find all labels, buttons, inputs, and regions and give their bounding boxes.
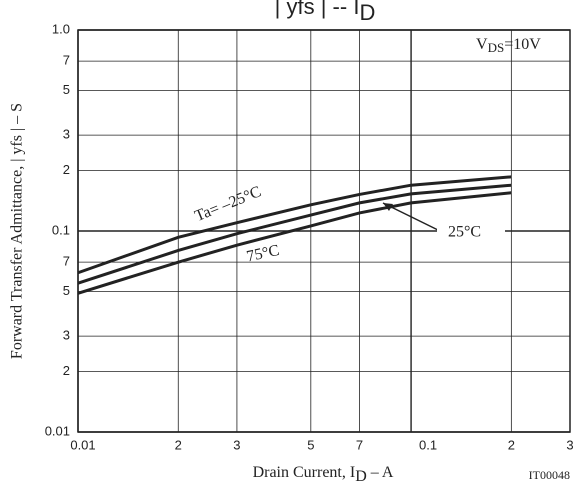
x-tick-label: 2 xyxy=(508,437,515,452)
xlabel-text: Drain Current, I xyxy=(253,464,356,481)
title-text: | yfs | -- I xyxy=(275,0,360,19)
y-tick-label: 1.0 xyxy=(52,21,70,36)
annotation: VDS=10V xyxy=(476,36,541,55)
y-tick-label: 3 xyxy=(63,328,70,343)
x-axis-label: Drain Current, ID – A xyxy=(253,464,394,485)
annotation-sub: DS xyxy=(488,40,505,55)
x-tick-label: 3 xyxy=(233,437,240,452)
series-label: 25°C xyxy=(448,224,481,241)
y-tick-label: 7 xyxy=(63,53,70,68)
label-bg xyxy=(437,222,505,242)
series-line xyxy=(77,175,512,275)
annotation-rest: =10V xyxy=(504,36,541,53)
x-tick-label: 5 xyxy=(307,437,314,452)
y-tick-label: 0.01 xyxy=(45,423,70,438)
y-tick-label: 2 xyxy=(63,162,70,177)
y-tick-label: 2 xyxy=(63,363,70,378)
annotation-v: V xyxy=(476,36,488,53)
y-tick-label: 0.1 xyxy=(52,222,70,237)
figure-code: IT00048 xyxy=(529,468,570,482)
y-tick-label: 5 xyxy=(63,82,70,97)
xlabel-unit: – A xyxy=(367,464,394,481)
x-tick-label: 3 xyxy=(566,437,573,452)
series-line xyxy=(77,191,512,295)
y-tick-label: 5 xyxy=(63,283,70,298)
x-tick-label: 0.1 xyxy=(419,437,437,452)
y-tick-label: 3 xyxy=(63,127,70,142)
x-tick-label: 2 xyxy=(175,437,182,452)
x-tick-label: 7 xyxy=(356,437,363,452)
arrow-head xyxy=(383,203,393,211)
y-tick-label: 7 xyxy=(63,254,70,269)
chart-title: | yfs | -- ID xyxy=(275,0,376,25)
title-sub: D xyxy=(359,0,375,25)
xlabel-sub: D xyxy=(355,468,367,485)
series-label: 75°C xyxy=(245,242,281,266)
series-line xyxy=(77,183,512,285)
x-tick-label: 0.01 xyxy=(70,437,95,452)
y-axis-label: Forward Transfer Admittance, | yfs | – S xyxy=(9,103,26,359)
label-leader xyxy=(382,202,441,232)
